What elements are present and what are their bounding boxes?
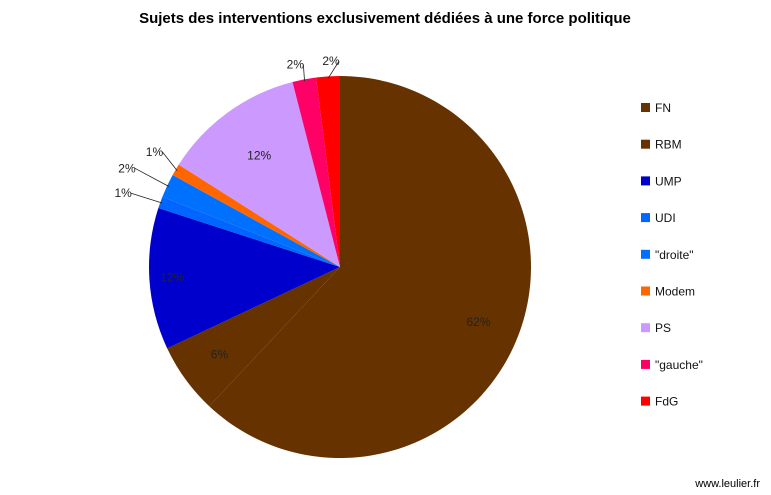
slice-ump [149, 207, 340, 349]
legend-swatch-rbm [641, 139, 650, 149]
data-label-droite: 2% [118, 161, 136, 175]
legend-swatch-fdg [641, 396, 650, 406]
slice-ps [178, 82, 340, 268]
legend-label-ps: PS [655, 321, 671, 335]
slice-fn [209, 76, 531, 458]
leader-lines [131, 60, 340, 204]
legend-label-rbm: RBM [655, 138, 682, 152]
legend-label-fdg: FdG [655, 395, 678, 409]
data-label-fn: 62% [467, 315, 491, 329]
legend-swatch-droite [641, 249, 650, 259]
slice-fdg [316, 76, 340, 267]
leader-line-udi [131, 192, 163, 204]
slice-gauche [292, 77, 340, 267]
slice-modem [172, 164, 340, 267]
data-label-ps: 12% [247, 149, 271, 163]
legend-label-udi: UDI [655, 211, 676, 225]
chart-title: Sujets des interventions exclusivement d… [139, 10, 631, 27]
legend-swatch-ump [641, 176, 650, 186]
data-label-udi: 1% [114, 186, 132, 200]
pie-slices [149, 76, 531, 458]
slice-rbm [167, 267, 340, 407]
data-label-fdg: 2% [322, 54, 340, 68]
slice-udi [158, 196, 340, 267]
legend-label-fn: FN [655, 101, 671, 115]
legend-label-droite: "droite" [655, 248, 694, 262]
legend-swatch-udi [641, 213, 650, 223]
legend-swatch-modem [641, 286, 650, 296]
legend-label-modem: Modem [655, 285, 695, 299]
data-label-modem: 1% [146, 145, 164, 159]
leader-line-droite [134, 167, 170, 187]
credit-text: www.leulier.fr [694, 478, 760, 490]
legend: FN RBM UMP UDI "droite" Modem PS "gauche" FdG [641, 101, 703, 409]
data-label-gauche: 2% [287, 57, 305, 71]
data-label-rbm: 6% [211, 348, 229, 362]
legend-label-ump: UMP [655, 174, 682, 188]
legend-swatch-gauche [641, 359, 650, 369]
leader-line-modem [162, 151, 178, 171]
legend-swatch-ps [641, 323, 650, 333]
leader-line-gauche [302, 64, 305, 82]
data-labels: 62% 6% 12% 1% 2% 1% 12% 2% 2% [114, 54, 490, 361]
data-label-ump: 12% [160, 271, 184, 285]
legend-swatch-fn [641, 103, 650, 112]
slice-droite [162, 174, 340, 267]
leader-line-fdg [327, 60, 340, 79]
legend-label-gauche: "gauche" [655, 358, 703, 372]
